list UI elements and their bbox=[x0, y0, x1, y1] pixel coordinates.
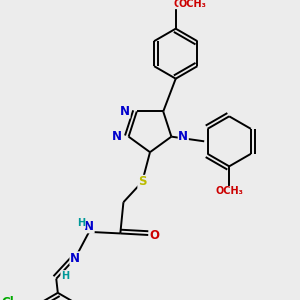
Text: OCH₃: OCH₃ bbox=[215, 186, 243, 196]
Text: O: O bbox=[149, 229, 159, 242]
Text: N: N bbox=[178, 130, 188, 143]
Text: H: H bbox=[77, 218, 85, 228]
Text: O: O bbox=[173, 0, 182, 9]
Text: S: S bbox=[138, 176, 146, 188]
Text: N: N bbox=[120, 105, 130, 118]
Text: N: N bbox=[112, 130, 122, 143]
Text: H: H bbox=[61, 271, 69, 281]
Text: OCH₃: OCH₃ bbox=[179, 0, 207, 9]
Text: N: N bbox=[84, 220, 94, 233]
Text: N: N bbox=[70, 252, 80, 265]
Text: Cl: Cl bbox=[2, 296, 14, 300]
